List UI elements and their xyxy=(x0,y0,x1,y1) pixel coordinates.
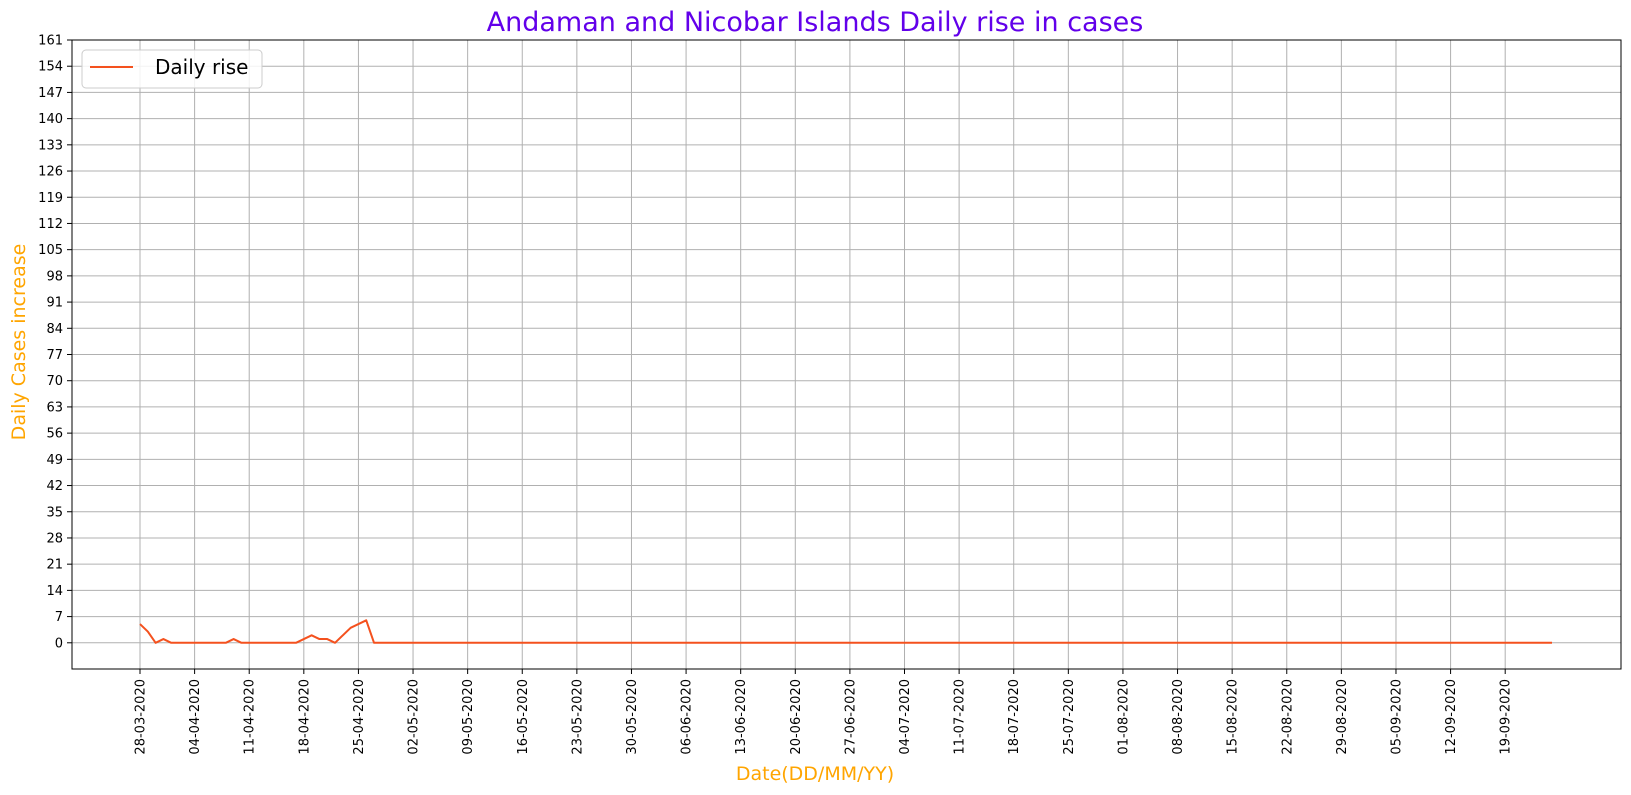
y-tick-label: 140 xyxy=(38,112,63,127)
x-tick-label: 06-06-2020 xyxy=(680,679,695,755)
y-tick-label: 91 xyxy=(46,296,63,311)
y-tick-label: 21 xyxy=(46,558,63,573)
legend-label: Daily rise xyxy=(155,55,248,79)
x-tick-label: 04-07-2020 xyxy=(898,679,913,755)
x-tick-label: 25-07-2020 xyxy=(1062,679,1077,755)
y-tick-label: 0 xyxy=(55,636,63,651)
y-tick-label: 154 xyxy=(38,60,63,75)
x-axis-ticks: 28-03-2020 04-04-2020 11-04-2020 18-04-2020… xyxy=(134,669,1514,755)
x-tick-label: 16-05-2020 xyxy=(516,679,531,755)
y-tick-label: 35 xyxy=(46,505,63,520)
x-tick-label: 15-08-2020 xyxy=(1226,679,1241,755)
y-tick-label: 119 xyxy=(38,191,63,206)
y-axis-ticks: 0 7 14 21 28 35 42 49 56 63 70 77 84 91 98 105 112 119 126… xyxy=(38,34,72,651)
x-tick-label: 18-07-2020 xyxy=(1007,679,1022,755)
x-tick-label: 22-08-2020 xyxy=(1280,679,1295,755)
x-tick-label: 30-05-2020 xyxy=(625,679,640,755)
legend: Daily rise xyxy=(81,49,263,89)
x-tick-label: 25-04-2020 xyxy=(352,679,367,755)
y-tick-label: 105 xyxy=(38,243,63,258)
series-layer xyxy=(139,619,1552,644)
y-tick-label: 84 xyxy=(46,322,63,337)
x-axis-label: Date(DD/MM/YY) xyxy=(736,763,894,785)
y-tick-label: 49 xyxy=(46,453,63,468)
x-tick-label: 01-08-2020 xyxy=(1116,679,1131,755)
y-axis-label: Daily Cases increase xyxy=(8,244,30,441)
y-tick-label: 63 xyxy=(46,400,63,415)
y-tick-label: 126 xyxy=(38,165,63,180)
x-tick-label: 20-06-2020 xyxy=(789,679,804,755)
x-tick-label: 29-08-2020 xyxy=(1335,679,1350,755)
y-tick-label: 56 xyxy=(46,427,63,442)
x-tick-label: 28-03-2020 xyxy=(134,679,149,755)
y-tick-label: 14 xyxy=(46,584,63,599)
x-tick-label: 04-04-2020 xyxy=(188,679,203,755)
y-tick-label: 98 xyxy=(46,269,63,284)
x-tick-label: 11-04-2020 xyxy=(243,679,258,755)
x-tick-label: 18-04-2020 xyxy=(297,679,312,755)
y-tick-label: 42 xyxy=(46,479,63,494)
x-tick-label: 12-09-2020 xyxy=(1444,679,1459,755)
y-tick-label: 147 xyxy=(38,86,63,101)
y-tick-label: 28 xyxy=(46,531,63,546)
chart-title: Andaman and Nicobar Islands Daily rise i… xyxy=(487,7,1144,38)
x-tick-label: 19-09-2020 xyxy=(1499,679,1514,755)
series-line-daily-rise xyxy=(139,619,1552,644)
legend-box xyxy=(81,49,263,89)
x-tick-label: 11-07-2020 xyxy=(953,679,968,755)
y-tick-label: 70 xyxy=(46,374,63,389)
y-tick-label: 7 xyxy=(55,610,63,625)
x-tick-label: 13-06-2020 xyxy=(734,679,749,755)
x-tick-label: 08-08-2020 xyxy=(1171,679,1186,755)
y-tick-label: 112 xyxy=(38,217,63,232)
y-tick-label: 161 xyxy=(38,34,63,49)
y-tick-label: 77 xyxy=(46,348,63,363)
x-tick-label: 02-05-2020 xyxy=(407,679,422,755)
grid xyxy=(72,39,1621,669)
x-tick-label: 05-09-2020 xyxy=(1389,679,1404,755)
y-tick-label: 133 xyxy=(38,138,63,153)
x-tick-label: 27-06-2020 xyxy=(843,679,858,755)
x-tick-label: 23-05-2020 xyxy=(570,679,585,755)
x-tick-label: 09-05-2020 xyxy=(461,679,476,755)
